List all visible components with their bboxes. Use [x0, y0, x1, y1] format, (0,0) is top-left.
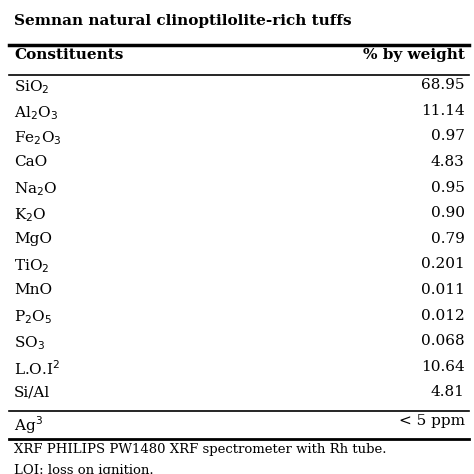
- Text: SO$_3$: SO$_3$: [14, 334, 45, 352]
- Text: 11.14: 11.14: [421, 104, 465, 118]
- Text: MgO: MgO: [14, 232, 52, 246]
- Text: % by weight: % by weight: [363, 48, 465, 62]
- Text: 10.64: 10.64: [421, 360, 465, 374]
- Text: TiO$_2$: TiO$_2$: [14, 257, 50, 275]
- Text: 0.201: 0.201: [421, 257, 465, 272]
- Text: 0.79: 0.79: [431, 232, 465, 246]
- Text: 4.83: 4.83: [431, 155, 465, 169]
- Text: MnO: MnO: [14, 283, 52, 297]
- Text: 0.95: 0.95: [431, 181, 465, 195]
- Text: 0.97: 0.97: [431, 129, 465, 144]
- Text: XRF PHILIPS PW1480 XRF spectrometer with Rh tube.: XRF PHILIPS PW1480 XRF spectrometer with…: [14, 443, 387, 456]
- Text: P$_2$O$_5$: P$_2$O$_5$: [14, 309, 52, 326]
- Text: 4.81: 4.81: [431, 385, 465, 400]
- Text: CaO: CaO: [14, 155, 47, 169]
- Text: Fe$_2$O$_3$: Fe$_2$O$_3$: [14, 129, 62, 147]
- Text: 0.068: 0.068: [421, 334, 465, 348]
- Text: < 5 ppm: < 5 ppm: [399, 414, 465, 428]
- Text: K$_2$O: K$_2$O: [14, 206, 47, 224]
- Text: 0.011: 0.011: [421, 283, 465, 297]
- Text: Na$_2$O: Na$_2$O: [14, 181, 58, 198]
- Text: 0.90: 0.90: [430, 206, 465, 220]
- Text: 68.95: 68.95: [421, 78, 465, 92]
- Text: 0.012: 0.012: [421, 309, 465, 323]
- Text: Al$_2$O$_3$: Al$_2$O$_3$: [14, 104, 58, 121]
- Text: Si/Al: Si/Al: [14, 385, 50, 400]
- Text: Ag$^3$: Ag$^3$: [14, 414, 43, 436]
- Text: Constituents: Constituents: [14, 48, 124, 62]
- Text: L.O.I$^2$: L.O.I$^2$: [14, 360, 60, 378]
- Text: Semnan natural clinoptilolite-rich tuffs: Semnan natural clinoptilolite-rich tuffs: [14, 14, 352, 28]
- Text: SiO$_2$: SiO$_2$: [14, 78, 50, 96]
- Text: LOI: loss on ignition.: LOI: loss on ignition.: [14, 464, 154, 474]
